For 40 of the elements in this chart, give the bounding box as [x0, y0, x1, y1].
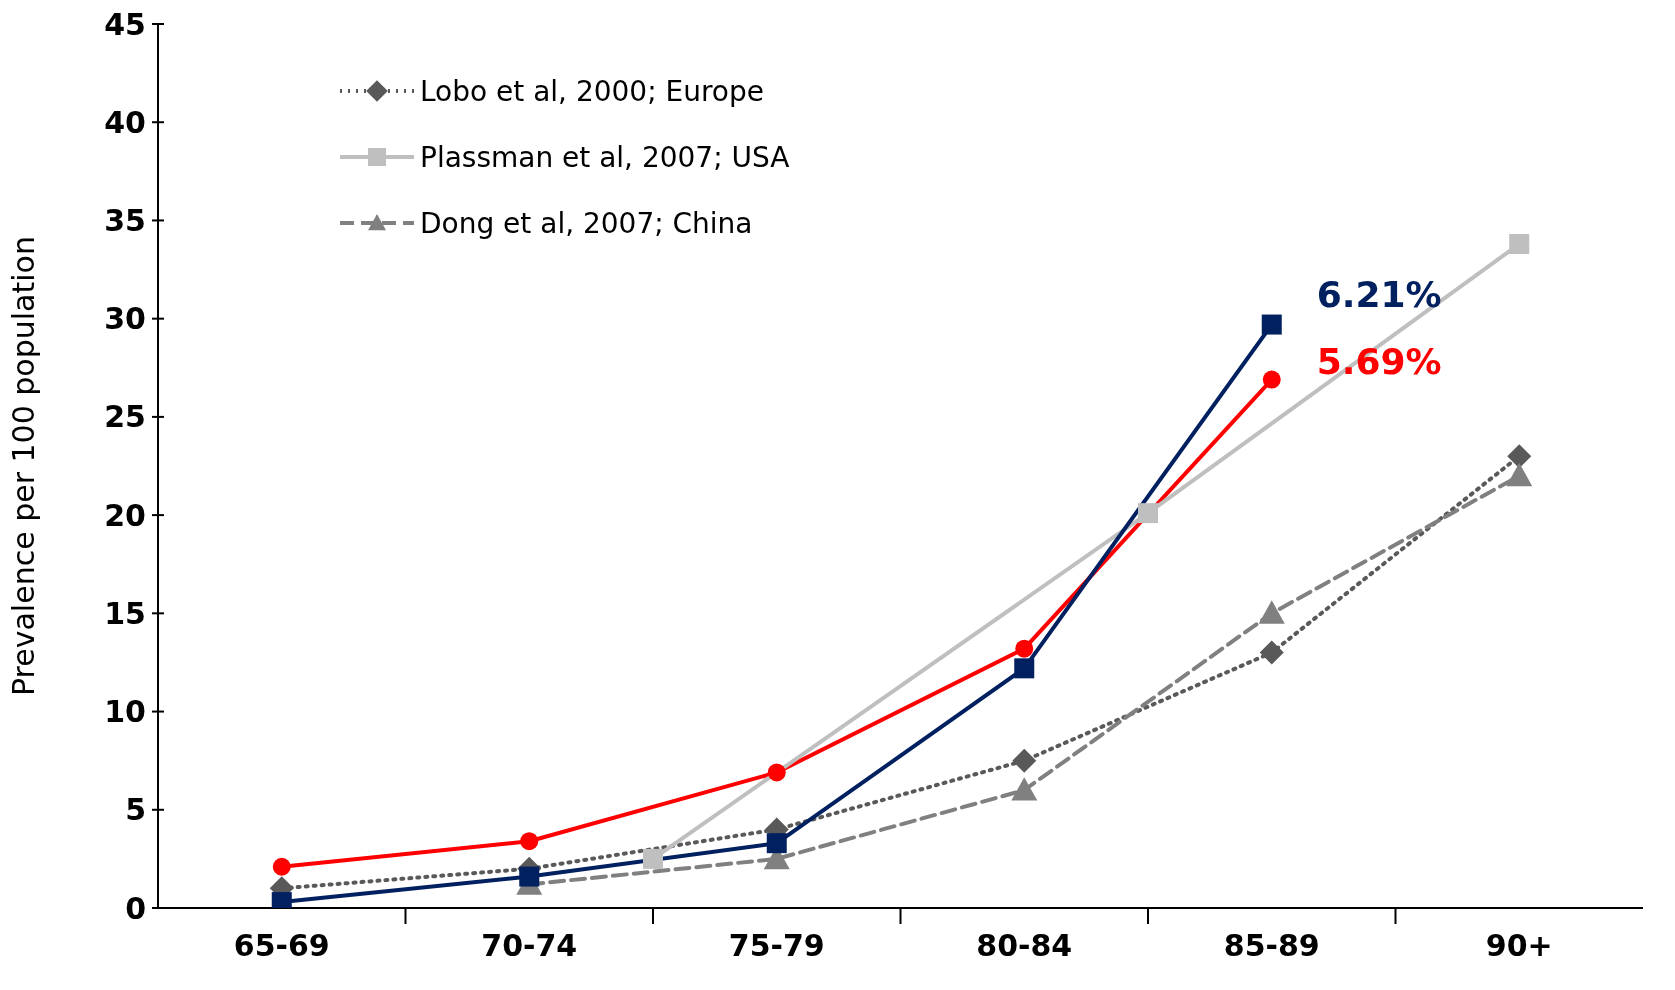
point — [1262, 370, 1281, 389]
annotation: 5.69% — [1316, 340, 1442, 382]
x-tick-label: 70-74 — [481, 928, 578, 963]
point — [1015, 639, 1034, 658]
y-tick-label: 35 — [104, 202, 146, 238]
x-tick-label: 90+ — [1485, 928, 1553, 963]
point — [1506, 462, 1533, 487]
y-tick-label: 30 — [104, 301, 146, 337]
x-tick-label: 85-89 — [1223, 928, 1320, 963]
x-tick-label: 80-84 — [976, 928, 1073, 963]
y-tick-label: 5 — [125, 792, 146, 828]
y-tick-label: 15 — [104, 595, 146, 631]
y-tick-label: 45 — [104, 6, 146, 42]
point — [766, 833, 787, 854]
annotation: 6.21% — [1316, 273, 1442, 315]
point — [1261, 314, 1282, 335]
point — [1011, 777, 1038, 801]
point — [1012, 748, 1037, 773]
y-tick-label: 0 — [125, 890, 146, 926]
point — [1507, 444, 1532, 469]
y-tick-label: 40 — [104, 104, 146, 140]
legend-label: Plassman et al, 2007; USA — [420, 140, 790, 174]
y-tick-label: 20 — [104, 497, 146, 533]
y-axis-title: Prevalence per 100 population — [5, 236, 41, 696]
point — [520, 832, 539, 851]
point — [1509, 234, 1530, 255]
y-tick-label: 25 — [104, 399, 146, 435]
point — [767, 763, 786, 782]
point — [1259, 640, 1284, 665]
point — [643, 848, 663, 869]
point — [1138, 503, 1158, 524]
legend-label: Lobo et al, 2000; Europe — [420, 74, 764, 108]
point — [272, 857, 291, 876]
y-tick-label: 10 — [104, 694, 146, 730]
point — [1014, 658, 1035, 679]
legend-label: Dong et al, 2007; China — [420, 206, 753, 240]
point — [519, 866, 540, 887]
point — [1258, 600, 1285, 624]
x-tick-label: 75-79 — [728, 928, 825, 963]
x-tick-label: 65-69 — [233, 928, 330, 963]
